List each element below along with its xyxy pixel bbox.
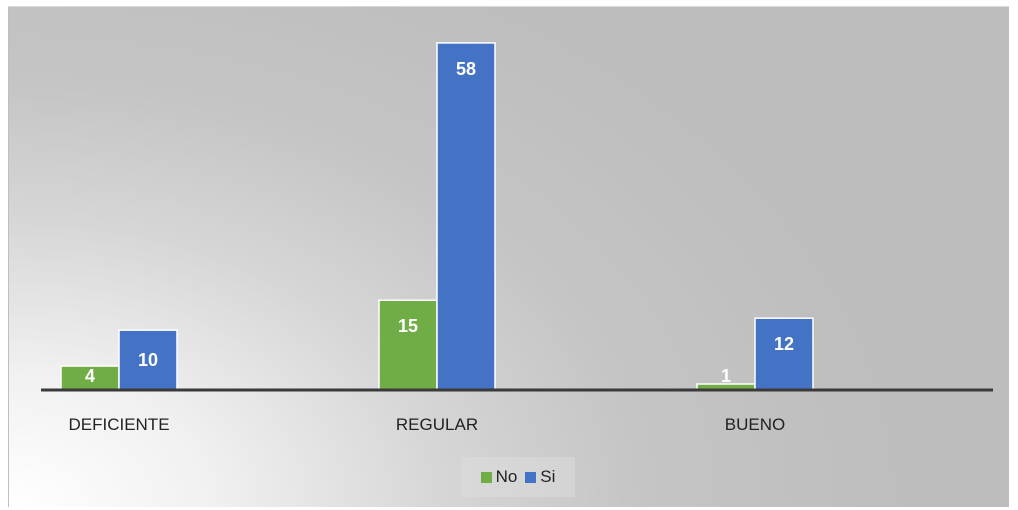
- legend-label-si: Si: [540, 467, 556, 486]
- legend-swatch-si: [525, 471, 537, 483]
- legend-label-no: No: [495, 467, 518, 486]
- data-label-no-deficiente: 4: [85, 366, 95, 386]
- data-label-no-bueno: 1: [721, 366, 731, 386]
- data-label-si-regular: 58: [456, 59, 476, 79]
- category-label-bueno: BUENO: [725, 415, 785, 434]
- chart-area: 4 10 DEFICIENTE 15 58 REGULAR 1 12 BUENO No Si: [8, 6, 1009, 507]
- data-label-si-deficiente: 10: [138, 350, 158, 370]
- category-label-regular: REGULAR: [396, 415, 478, 434]
- data-label-no-regular: 15: [398, 316, 418, 336]
- bar-chart: 4 10 DEFICIENTE 15 58 REGULAR 1 12 BUENO: [41, 42, 993, 434]
- category-label-deficiente: DEFICIENTE: [68, 415, 169, 434]
- bar-si-deficiente: [118, 329, 178, 391]
- legend: No Si: [461, 457, 575, 497]
- bar-no-regular: [378, 299, 438, 391]
- legend-swatch-no: [480, 471, 492, 483]
- bar-si-regular: [436, 42, 496, 391]
- legend-item-si: Si: [525, 467, 555, 487]
- legend-item-no: No: [480, 467, 518, 487]
- data-label-si-bueno: 12: [774, 334, 794, 354]
- bar-si-bueno: [754, 317, 814, 391]
